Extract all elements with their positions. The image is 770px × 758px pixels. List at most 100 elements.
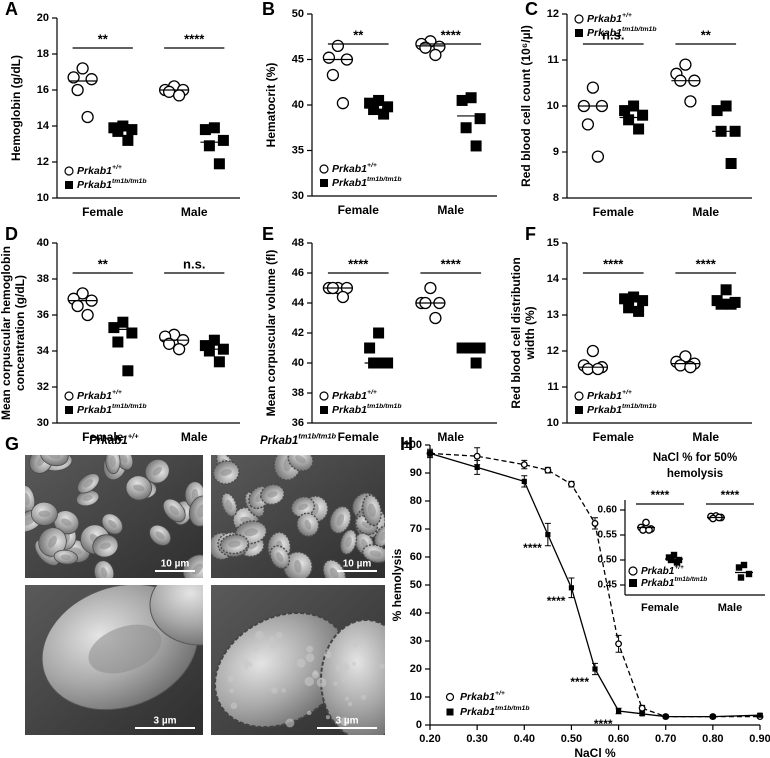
data-point (720, 100, 732, 112)
x-tick-label: Male (181, 430, 208, 444)
y-tick-label: 100 (404, 439, 422, 451)
significance-label: ** (98, 31, 109, 46)
y-axis-label: width (%) (523, 306, 537, 360)
cell-dimple (267, 491, 278, 498)
data-point (679, 58, 692, 71)
surface-bump (379, 663, 385, 669)
panel-letter: E (262, 224, 274, 244)
y-tick-label: 14 (547, 273, 560, 285)
data-point (378, 108, 390, 120)
cell-dimple (155, 531, 165, 540)
surface-bump (335, 665, 342, 672)
surface-bump (341, 662, 350, 672)
cell-dimple (25, 516, 36, 526)
cells (211, 455, 385, 578)
genotype-name: Prkab1 (77, 165, 112, 177)
cell-dimple (225, 499, 233, 511)
data-point (628, 100, 640, 112)
legend-marker (319, 164, 329, 174)
y-tick-label: 15 (547, 237, 559, 249)
cell-dimple (109, 455, 117, 467)
y-tick-label: 44 (292, 297, 305, 309)
significance-label: **** (696, 256, 717, 271)
data-point (208, 334, 220, 346)
y-tick-label: 40 (292, 357, 304, 369)
data-point (162, 337, 176, 350)
significance-label: **** (603, 256, 624, 271)
significance-label: ** (98, 256, 109, 271)
x-tick-label: 0.80 (702, 733, 723, 745)
data-point (684, 361, 697, 374)
data-point (213, 158, 225, 170)
y-tick-label: 45 (292, 53, 304, 65)
legend-marker (628, 566, 638, 576)
surface-bump (306, 645, 314, 653)
chart-title: NaCl % for 50% (653, 452, 737, 464)
data-point (122, 134, 134, 146)
y-tick-label: 35 (292, 144, 304, 156)
data-point (544, 466, 552, 474)
data-point (382, 101, 394, 113)
x-tick-label: 0.40 (514, 733, 535, 745)
y-tick-label: 11 (547, 381, 559, 393)
genotype-superscript: +/+ (367, 389, 377, 396)
data-point (368, 104, 380, 116)
cell-dimple (169, 505, 179, 516)
surface-bump (247, 662, 253, 667)
data-point (122, 365, 134, 377)
genotype-superscript: tm1b/tm1b (298, 432, 336, 441)
data-point (639, 711, 645, 717)
column-header: Prkab1tm1b/tm1b (260, 432, 337, 447)
cell-dimple (367, 503, 376, 518)
data-point (642, 518, 650, 527)
surface-bump (269, 636, 276, 643)
red-cell (149, 585, 203, 646)
y-tick-label: 40 (37, 237, 49, 249)
data-point (172, 343, 186, 356)
legend-label: Prkab1tm1b/tm1b (332, 176, 401, 189)
scale-bar-label: 10 µm (161, 559, 190, 570)
data-point (326, 68, 340, 82)
significance-label: **** (651, 488, 670, 502)
data-point (331, 39, 345, 52)
cells (214, 611, 385, 735)
panel-letter: C (525, 0, 538, 19)
surface-bump (304, 676, 314, 687)
legend-label: Prkab1tm1b/tm1b (641, 576, 707, 589)
genotype-superscript: tm1b/tm1b (495, 705, 529, 712)
y-tick-label: 40 (410, 607, 422, 619)
surface-bump (237, 654, 245, 662)
y-tick-label: 40 (292, 99, 304, 111)
x-tick-label: Female (82, 205, 124, 219)
y-tick-label: 30 (410, 635, 422, 647)
data-point (663, 714, 669, 720)
data-point (85, 73, 98, 86)
surface-bump (340, 716, 350, 727)
cell-dimple (82, 495, 93, 502)
data-point (586, 81, 600, 94)
genotype-superscript: tm1b/tm1b (112, 178, 146, 185)
data-point (76, 287, 89, 300)
data-point (172, 89, 186, 102)
y-tick-label: 34 (37, 345, 50, 357)
y-tick-label: 14 (37, 120, 50, 132)
x-tick-label: Male (692, 205, 719, 219)
legend-label: Prkab1+/+ (77, 164, 122, 177)
legend-label: Prkab1+/+ (332, 162, 377, 175)
data-point (67, 71, 80, 84)
x-tick-label: Male (692, 430, 719, 444)
genotype-name: Prkab1 (641, 578, 675, 589)
cell-dimple (100, 567, 108, 578)
y-tick-label: 48 (292, 237, 304, 249)
data-point (213, 356, 225, 368)
data-point (633, 305, 645, 317)
y-tick-label: 12 (37, 156, 49, 168)
y-tick-label: 12 (547, 8, 559, 20)
y-tick-label: 0.45 (598, 580, 618, 591)
cell-dimple (369, 550, 382, 558)
y-axis-label: Hematocrit (%) (264, 63, 278, 148)
surface-bump (227, 675, 235, 683)
legend-marker (320, 406, 328, 414)
data-point (521, 478, 527, 484)
data-point (667, 556, 675, 564)
